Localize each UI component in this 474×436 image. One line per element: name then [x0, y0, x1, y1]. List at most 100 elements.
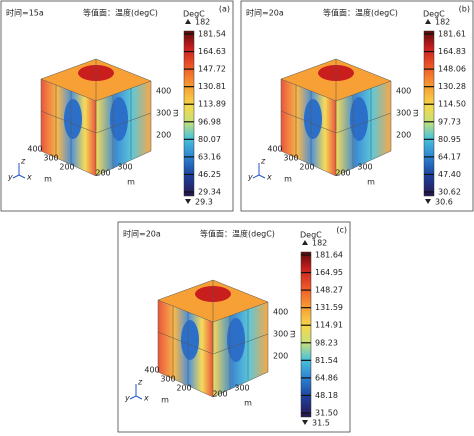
y-tick-label: 300 [43, 154, 58, 163]
colorbar-tick-label: 64.17 [438, 152, 461, 161]
z-tick-label: 400 [273, 308, 288, 317]
x-axis-unit: m [244, 399, 252, 408]
colorbar-tick-label: 80.07 [198, 135, 221, 144]
colorbar-tick-label: 181.54 [198, 30, 226, 39]
y-axis-unit: m [44, 175, 52, 184]
time-label: 时间=20a [246, 8, 284, 18]
triad-label: z [260, 157, 266, 166]
z-tick-label: 200 [273, 352, 288, 361]
min-arrow [302, 420, 308, 425]
y-tick-label: 200 [299, 163, 314, 172]
triad-label: y [124, 394, 130, 403]
x-tick-label: 300 [234, 384, 249, 393]
cold-spot [64, 99, 82, 139]
colorbar-tick-label: 148.06 [438, 65, 466, 74]
axis-triad [129, 384, 143, 400]
x-tick-label: 300 [357, 163, 372, 172]
y-tick-label: 200 [176, 384, 191, 393]
z-axis-unit: m [289, 330, 298, 338]
colorbar-tick-label: 64.86 [315, 373, 338, 382]
cold-spot [304, 99, 322, 139]
z-tick-label: 400 [396, 87, 411, 96]
z-tick-label: 200 [396, 131, 411, 140]
colorbar-tick-label: 97.73 [438, 117, 461, 126]
colorbar-tick-label: 98.23 [315, 338, 338, 347]
isosurface-cube [40, 58, 152, 177]
colorbar-tick-label: 80.95 [438, 135, 461, 144]
x-tick-label: 300 [117, 163, 132, 172]
y-axis-unit: m [161, 396, 169, 405]
x-axis-unit: m [127, 178, 135, 187]
min-arrow [425, 199, 431, 204]
colorbar-tick-label: 181.61 [438, 30, 466, 39]
colorbar-tick-label: 181.64 [315, 251, 343, 260]
colorbar-tick-label: 148.27 [315, 286, 343, 295]
plot-title: 等值面：温度(degC) [323, 8, 398, 18]
colorbar-unit: DegC [183, 10, 205, 19]
colorbar-tick-label: 30.62 [438, 188, 461, 197]
triad-label: y [247, 173, 253, 182]
y-tick-label: 200 [59, 163, 74, 172]
colorbar-min: 30.6 [435, 198, 453, 207]
cold-spot [110, 97, 128, 141]
isosurface-cube [280, 58, 392, 177]
wireframe [157, 279, 269, 398]
x-tick-label: 200 [95, 169, 110, 178]
triad-label: x [26, 173, 32, 182]
colorbar-max: 182 [195, 18, 210, 27]
colorbar [183, 30, 195, 197]
colorbar-min: 29.3 [195, 198, 213, 207]
axis-triad [252, 163, 266, 179]
colorbar-max: 182 [312, 239, 327, 248]
plot-title: 等值面：温度(degC) [83, 8, 158, 18]
z-tick-label: 300 [156, 109, 171, 118]
time-label: 时间=20a [123, 229, 161, 239]
max-arrow [302, 240, 308, 245]
colorbar-tick-label: 147.72 [198, 65, 226, 74]
panel-letter: (b) [459, 5, 470, 14]
colorbar-tick-label: 81.54 [315, 356, 338, 365]
colorbar-tick-label: 31.50 [315, 409, 338, 418]
y-tick-label: 400 [267, 145, 282, 154]
colorbar [300, 251, 312, 418]
colorbar-tick-label: 48.18 [315, 391, 338, 400]
plot-title: 等值面：温度(degC) [200, 229, 275, 239]
cold-spot [181, 320, 199, 360]
min-arrow [185, 199, 191, 204]
y-tick-label: 300 [160, 375, 175, 384]
colorbar-tick-label: 114.91 [315, 321, 343, 330]
colorbar-tick-label: 114.50 [438, 100, 466, 109]
colorbar-unit: DegC [423, 10, 445, 19]
colorbar-unit: DegC [300, 231, 322, 240]
triad-label: y [7, 173, 13, 182]
cold-spot [227, 318, 245, 362]
max-arrow [425, 19, 431, 24]
z-axis-unit: m [172, 109, 181, 117]
panel-letter: (c) [336, 226, 347, 235]
colorbar-tick-label: 164.63 [198, 47, 226, 56]
triad-label: z [20, 157, 26, 166]
colorbar-tick-label: 131.59 [315, 303, 343, 312]
z-tick-label: 200 [156, 131, 171, 140]
colorbar-tick-label: 113.89 [198, 100, 226, 109]
time-label: 时间=15a [6, 8, 44, 18]
cold-spot [350, 97, 368, 141]
axis-triad [12, 163, 26, 179]
colorbar-tick-label: 29.34 [198, 188, 221, 197]
y-tick-label: 400 [144, 366, 159, 375]
panel-letter: (a) [219, 5, 230, 14]
wireframe [40, 58, 152, 177]
colorbar-tick-label: 164.95 [315, 268, 343, 277]
max-arrow [185, 19, 191, 24]
z-tick-label: 300 [396, 109, 411, 118]
z-tick-label: 400 [156, 87, 171, 96]
colorbar-tick-label: 96.98 [198, 117, 221, 126]
triad-label: z [137, 378, 143, 387]
colorbar-tick-label: 130.28 [438, 82, 466, 91]
colorbar-tick-label: 164.83 [438, 47, 466, 56]
triad-label: x [266, 173, 272, 182]
